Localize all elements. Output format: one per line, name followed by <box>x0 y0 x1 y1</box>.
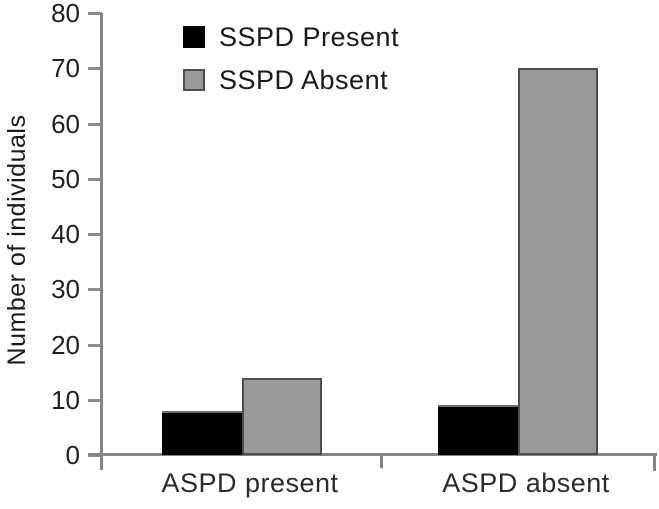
y-axis-tick-label: 80 <box>51 0 80 28</box>
x-axis-category-label: ASPD present <box>161 468 339 498</box>
y-axis-tick-label: 10 <box>51 385 80 415</box>
y-axis-tick-label: 70 <box>51 53 80 83</box>
y-axis-tick-mark <box>88 399 102 402</box>
y-axis-tick-mark <box>88 67 102 70</box>
y-axis-tick-label: 0 <box>65 440 80 470</box>
y-axis-tick-label: 50 <box>51 164 80 194</box>
y-axis-tick-mark <box>88 233 102 236</box>
y-axis-tick-mark <box>88 12 102 15</box>
y-axis-tick-mark <box>88 178 102 181</box>
x-axis-end-tick <box>653 455 656 471</box>
y-axis-tick-label: 30 <box>51 274 80 304</box>
bar-sspd-absent-aspd-absent <box>518 68 598 455</box>
legend-item-sspd-absent: SSPD Absent <box>183 65 399 95</box>
y-axis-tick-label: 40 <box>51 219 80 249</box>
legend-swatch-gray-square-icon <box>183 69 205 91</box>
x-axis-mid-tick <box>380 455 383 468</box>
y-axis-tick-label: 20 <box>51 330 80 360</box>
legend-swatch-black-square-icon <box>183 26 205 48</box>
y-axis-tick-mark <box>88 123 102 126</box>
bar-sspd-present-aspd-present <box>162 411 242 455</box>
x-axis-line <box>88 453 657 456</box>
y-axis-tick-label: 60 <box>51 109 80 139</box>
y-axis-tick-mark <box>88 344 102 347</box>
legend-label: SSPD Present <box>219 22 400 52</box>
bar-sspd-present-aspd-absent <box>438 405 518 455</box>
y-axis-line <box>100 13 103 470</box>
legend-item-sspd-present: SSPD Present <box>183 22 400 52</box>
x-axis-category-label: ASPD absent <box>442 468 610 498</box>
legend: SSPD Present SSPD Absent <box>183 24 399 110</box>
y-axis-tick-mark <box>88 288 102 291</box>
bar-sspd-absent-aspd-present <box>242 378 322 455</box>
legend-label: SSPD Absent <box>219 65 389 95</box>
